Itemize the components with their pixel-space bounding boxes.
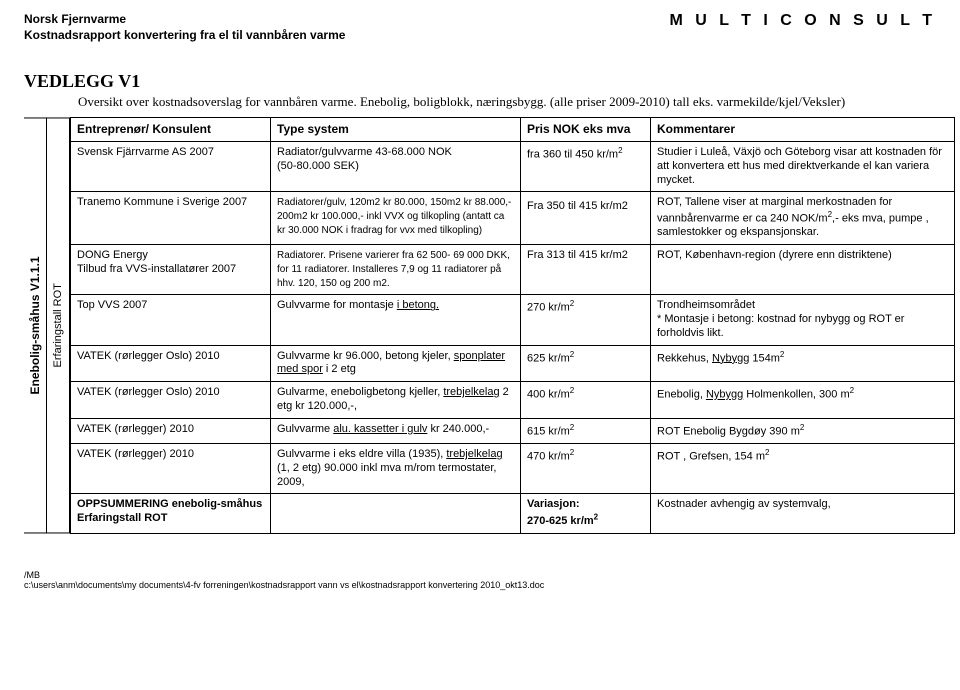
table-row: Tranemo Kommune i Sverige 2007 Radiatore… xyxy=(71,192,955,245)
page-footer: /MB c:\users\anm\documents\my documents\… xyxy=(24,570,936,592)
cell-system: Gulvvarme i eks eldre villa (1935), treb… xyxy=(271,444,521,494)
intro-text: Oversikt over kostnadsoverslag for vannb… xyxy=(78,94,936,111)
cell-system: Gulvvarme alu. kassetter i gulv kr 240.0… xyxy=(271,418,521,443)
cell-contractor: Svensk Fjärrvarme AS 2007 xyxy=(71,142,271,192)
cell-comments: ROT , Grefsen, 154 m2 xyxy=(651,444,955,494)
table-row: Top VVS 2007 Gulvvarme for montasje i be… xyxy=(71,295,955,345)
table-row: Svensk Fjärrvarme AS 2007 Radiator/gulvv… xyxy=(71,142,955,192)
cell-comments: ROT, Tallene viser at marginal merkostna… xyxy=(651,192,955,245)
cell-contractor: VATEK (rørlegger Oslo) 2010 xyxy=(71,382,271,419)
table-row: DONG EnergyTilbud fra VVS-installatører … xyxy=(71,245,955,295)
col-price: Pris NOK eks mva xyxy=(521,118,651,142)
cost-table: Entreprenør/ Konsulent Type system Pris … xyxy=(70,117,955,533)
cell-system: Gulvvarme kr 96.000, betong kjeler, spon… xyxy=(271,345,521,382)
table-header-row: Entreprenør/ Konsulent Type system Pris … xyxy=(71,118,955,142)
cell-comments: Rekkehus, Nybygg 154m2 xyxy=(651,345,955,382)
col-system: Type system xyxy=(271,118,521,142)
cell-comments: Kostnader avhengig av systemvalg, xyxy=(651,494,955,533)
table-row-summary: OPPSUMMERING enebolig-småhus Erfaringsta… xyxy=(71,494,955,533)
cell-contractor: DONG EnergyTilbud fra VVS-installatører … xyxy=(71,245,271,295)
table-layout: Enebolig-småhus V1.1.1 Erfaringstall ROT… xyxy=(24,117,936,533)
table-row: VATEK (rørlegger Oslo) 2010 Gulvarme, en… xyxy=(71,382,955,419)
cell-price: 625 kr/m2 xyxy=(521,345,651,382)
side-label-inner: Erfaringstall ROT xyxy=(47,117,70,533)
footer-initials: /MB xyxy=(24,570,936,581)
side-label-outer: Enebolig-småhus V1.1.1 xyxy=(24,117,47,533)
cell-contractor: VATEK (rørlegger Oslo) 2010 xyxy=(71,345,271,382)
cell-comments: ROT Enebolig Bygdøy 390 m2 xyxy=(651,418,955,443)
cell-comments: Enebolig, Nybygg Holmenkollen, 300 m2 xyxy=(651,382,955,419)
attachment-title: VEDLEGG V1 xyxy=(24,71,936,92)
cell-comments: ROT, København-region (dyrere enn distri… xyxy=(651,245,955,295)
table-row: VATEK (rørlegger) 2010 Gulvvarme i eks e… xyxy=(71,444,955,494)
cell-price: 615 kr/m2 xyxy=(521,418,651,443)
header-brand: M U L T I C O N S U L T xyxy=(669,12,936,30)
cell-system: Radiator/gulvvarme 43-68.000 NOK (50-80.… xyxy=(271,142,521,192)
table-body: Svensk Fjärrvarme AS 2007 Radiator/gulvv… xyxy=(71,142,955,533)
cell-contractor: VATEK (rørlegger) 2010 xyxy=(71,444,271,494)
footer-path: c:\users\anm\documents\my documents\4-fv… xyxy=(24,580,936,591)
table-row: VATEK (rørlegger Oslo) 2010 Gulvvarme kr… xyxy=(71,345,955,382)
header-org: Norsk Fjernvarme xyxy=(24,12,345,28)
page-header: Norsk Fjernvarme Kostnadsrapport konvert… xyxy=(24,12,936,43)
cell-system: Radiatorer. Prisene varierer fra 62 500-… xyxy=(271,245,521,295)
cell-system xyxy=(271,494,521,533)
cell-system: Gulvvarme for montasje i betong. xyxy=(271,295,521,345)
cell-contractor: Tranemo Kommune i Sverige 2007 xyxy=(71,192,271,245)
cell-price: Fra 313 til 415 kr/m2 xyxy=(521,245,651,295)
cell-contractor: VATEK (rørlegger) 2010 xyxy=(71,418,271,443)
table-row: VATEK (rørlegger) 2010 Gulvvarme alu. ka… xyxy=(71,418,955,443)
cell-contractor: Top VVS 2007 xyxy=(71,295,271,345)
cell-price: Variasjon:270-625 kr/m2 xyxy=(521,494,651,533)
cell-price: Fra 350 til 415 kr/m2 xyxy=(521,192,651,245)
cell-price: 270 kr/m2 xyxy=(521,295,651,345)
cell-contractor: OPPSUMMERING enebolig-småhus Erfaringsta… xyxy=(71,494,271,533)
cell-price: fra 360 til 450 kr/m2 xyxy=(521,142,651,192)
cell-system: Gulvarme, eneboligbetong kjeller, trebje… xyxy=(271,382,521,419)
col-contractor: Entreprenør/ Konsulent xyxy=(71,118,271,142)
cell-comments: Studier i Luleå, Växjö och Göteborg visa… xyxy=(651,142,955,192)
cell-price: 400 kr/m2 xyxy=(521,382,651,419)
header-left: Norsk Fjernvarme Kostnadsrapport konvert… xyxy=(24,12,345,43)
cell-price: 470 kr/m2 xyxy=(521,444,651,494)
cell-system: Radiatorer/gulv, 120m2 kr 80.000, 150m2 … xyxy=(271,192,521,245)
col-comments: Kommentarer xyxy=(651,118,955,142)
header-subtitle: Kostnadsrapport konvertering fra el til … xyxy=(24,28,345,44)
cell-comments: Trondheimsområdet * Montasje i betong: k… xyxy=(651,295,955,345)
